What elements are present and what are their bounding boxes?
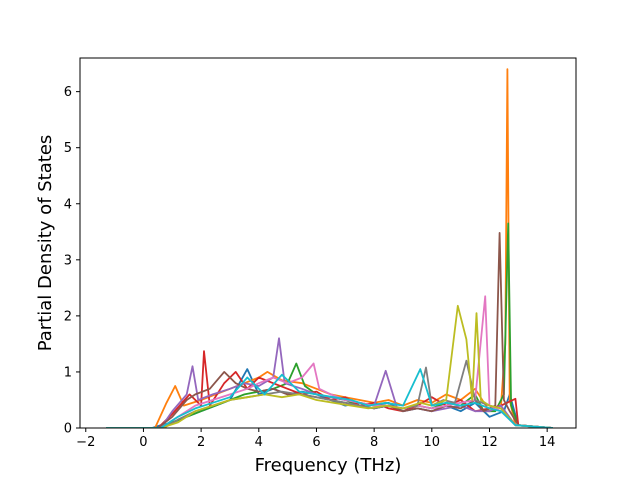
y-axis-title: Partial Density of States [35, 135, 56, 352]
x-tick-label: 8 [370, 435, 378, 450]
x-tick-label: 14 [539, 435, 556, 450]
y-tick-label: 0 [64, 422, 72, 437]
series-line-10 [106, 368, 553, 428]
x-tick-label: 2 [197, 435, 205, 450]
series-line-9 [106, 304, 553, 428]
plot-area [80, 58, 576, 428]
x-tick-label: 4 [255, 435, 263, 450]
y-tick-label: 5 [64, 141, 72, 156]
x-tick-label: 6 [312, 435, 320, 450]
plot-frame [79, 57, 577, 429]
x-tick-label: 12 [481, 435, 498, 450]
x-tick-label: 10 [424, 435, 441, 450]
y-tick-label: 2 [64, 309, 72, 324]
x-tick-label: −2 [76, 435, 95, 450]
y-tick-label: 1 [64, 365, 72, 380]
y-axis-ticks: 0 1 2 3 4 5 6 [64, 85, 80, 437]
y-tick-label: 3 [64, 253, 72, 268]
y-tick-label: 4 [64, 197, 72, 212]
x-axis-ticks: −2 0 2 4 6 8 10 12 14 [76, 428, 555, 450]
x-axis-title: Frequency (THz) [255, 455, 402, 476]
series-layer [106, 68, 553, 428]
x-tick-label: 0 [139, 435, 147, 450]
y-tick-label: 6 [64, 85, 72, 100]
